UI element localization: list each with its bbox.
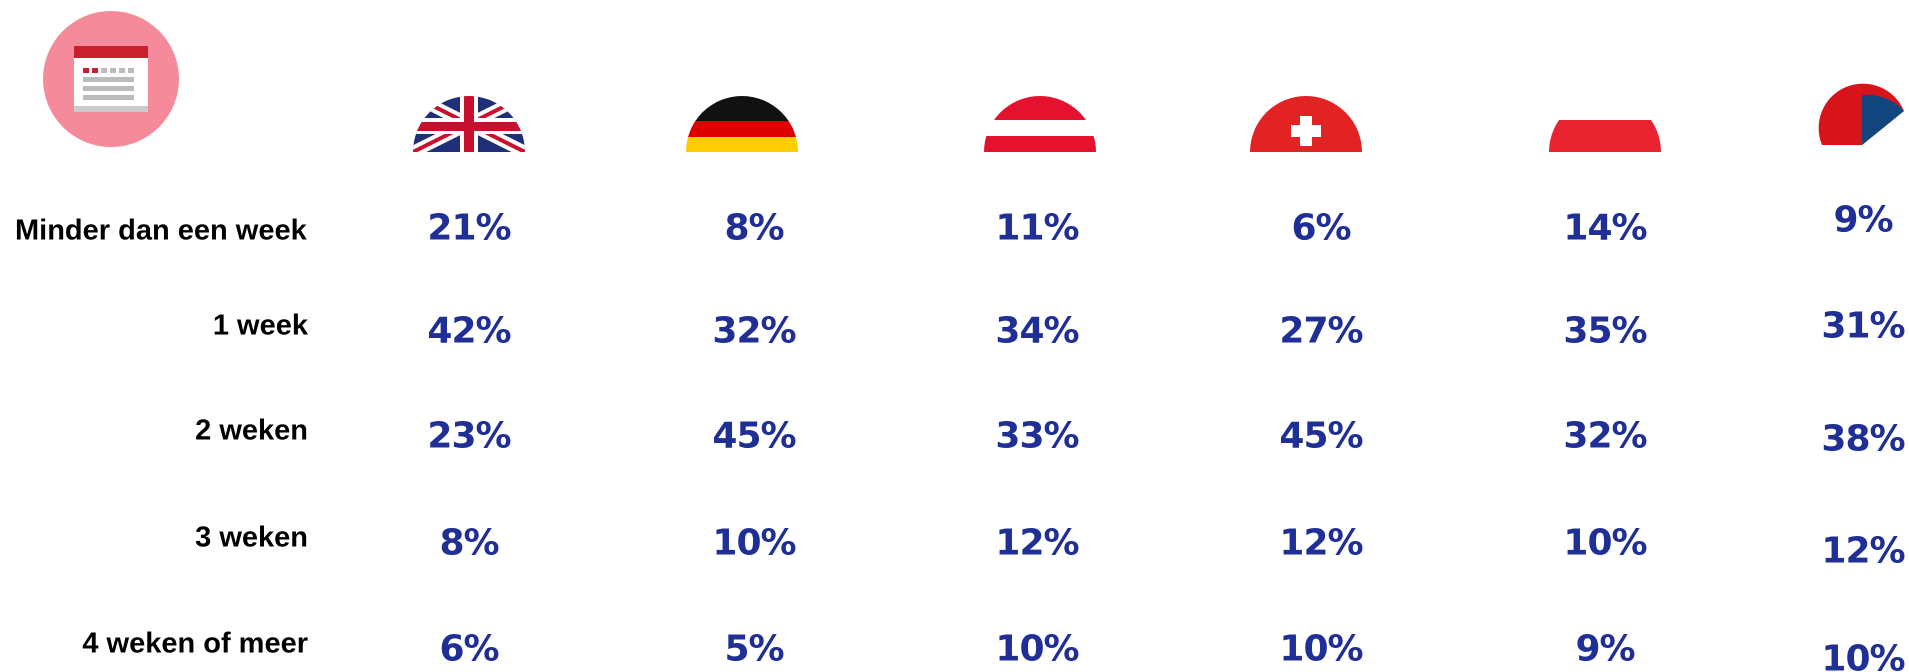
- flag-poland: [1549, 96, 1661, 152]
- percentage-cell: 32%: [712, 310, 796, 352]
- percentage-cell: 9%: [1575, 628, 1635, 670]
- percentage-cell: 5%: [724, 628, 784, 670]
- percentage-cell: 33%: [995, 415, 1079, 457]
- percentage-cell: 23%: [427, 415, 511, 457]
- percentage-cell: 31%: [1821, 305, 1905, 347]
- flag-switzerland: [1250, 96, 1362, 152]
- percentage-cell: 45%: [712, 415, 796, 457]
- percentage-cell: 12%: [1821, 530, 1905, 572]
- flag-germany: [686, 96, 798, 152]
- percentage-cell: 12%: [995, 522, 1079, 564]
- percentage-cell: 21%: [427, 207, 511, 249]
- percentage-cell: 6%: [1291, 207, 1351, 249]
- flag-uk: [413, 96, 525, 152]
- row-label: 2 weken: [195, 414, 308, 447]
- percentage-cell: 38%: [1821, 418, 1905, 460]
- percentage-cell: 10%: [1563, 522, 1647, 564]
- header-icons: [43, 11, 1904, 152]
- percentage-cell: 10%: [1279, 628, 1363, 670]
- calendar-icon: [43, 11, 179, 147]
- row-label: 4 weken of meer: [82, 627, 308, 660]
- percentage-cell: 10%: [712, 522, 796, 564]
- percentage-cell: 42%: [427, 310, 511, 352]
- percentage-cell: 12%: [1279, 522, 1363, 564]
- percentage-cell: 45%: [1279, 415, 1363, 457]
- percentage-cell: 10%: [1821, 638, 1905, 672]
- percentage-cell: 8%: [439, 522, 499, 564]
- row-label: 3 weken: [195, 521, 308, 554]
- row-label: Minder dan een week: [15, 214, 307, 247]
- percentage-cell: 8%: [724, 207, 784, 249]
- percentage-cell: 11%: [995, 207, 1079, 249]
- percentage-cell: 34%: [995, 310, 1079, 352]
- percentage-cell: 32%: [1563, 415, 1647, 457]
- flag-czech: [1818, 83, 1904, 145]
- percentage-cell: 6%: [439, 628, 499, 670]
- flag-austria: [984, 96, 1096, 152]
- percentage-cell: 35%: [1563, 310, 1647, 352]
- percentage-cell: 14%: [1563, 207, 1647, 249]
- percentage-cell: 9%: [1833, 199, 1893, 241]
- percentage-cell: 10%: [995, 628, 1079, 670]
- percentage-cell: 27%: [1279, 310, 1363, 352]
- row-label: 1 week: [212, 309, 308, 342]
